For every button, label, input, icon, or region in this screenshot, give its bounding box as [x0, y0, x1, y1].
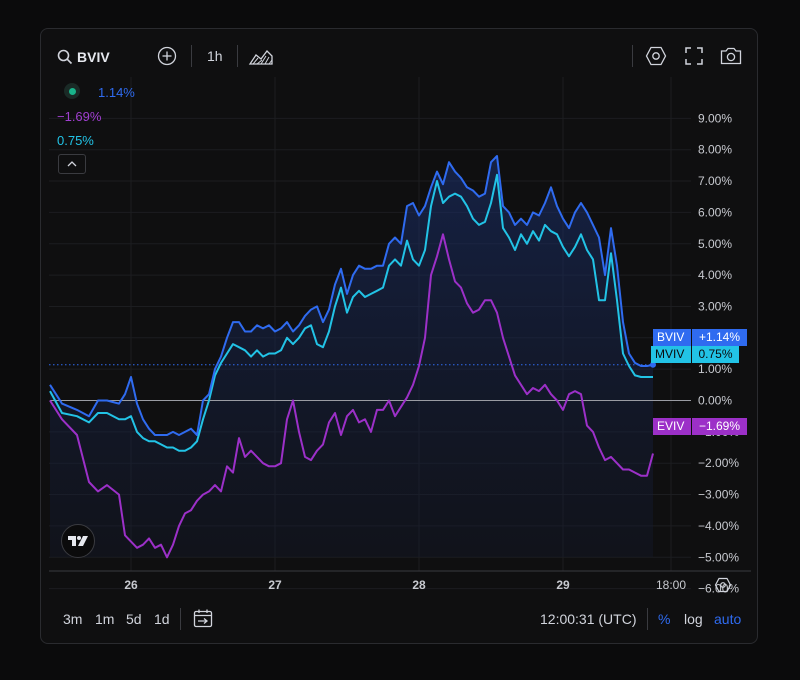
camera-icon	[720, 47, 742, 65]
y-tick-label: −3.00%	[698, 488, 739, 502]
bviv-last-point	[650, 361, 656, 368]
series-lines	[49, 155, 656, 559]
x-tick-label: 26	[124, 578, 138, 592]
y-tick-label: 9.00%	[698, 111, 732, 125]
settings-button[interactable]	[645, 45, 667, 67]
legend-bviv-value: 1.14%	[98, 85, 135, 100]
y-tick-label: 8.00%	[698, 143, 732, 157]
tradingview-logo[interactable]	[61, 524, 95, 558]
calendar-goto-icon	[193, 609, 213, 628]
area-chart-icon	[248, 50, 273, 65]
plus-circle-icon	[157, 46, 177, 66]
fullscreen-button[interactable]	[684, 46, 704, 66]
legend-mviv-value: 0.75%	[57, 133, 94, 148]
x-tick-label: 29	[556, 578, 570, 592]
range-3m-button[interactable]: 3m	[63, 611, 83, 627]
bottom-divider	[647, 608, 648, 630]
screenshot-button[interactable]	[720, 46, 742, 66]
auto-scale-toggle[interactable]: auto	[714, 611, 742, 627]
percent-scale-toggle[interactable]: %	[658, 611, 671, 627]
axis-settings-icon[interactable]	[714, 577, 732, 593]
mviv-tag-name: MVIV	[651, 346, 691, 363]
mviv-tag-value: 0.75%	[692, 346, 739, 363]
gear-icon	[645, 46, 667, 66]
y-tick-label: −6.00%	[698, 582, 739, 596]
area-fill	[50, 156, 653, 557]
chart-style-button[interactable]	[248, 45, 274, 67]
interval-button[interactable]: 1h	[207, 48, 223, 64]
compare-add-button[interactable]	[157, 46, 177, 66]
goto-date-button[interactable]	[193, 608, 213, 628]
y-tick-label: 1.00%	[698, 362, 732, 376]
y-tick-label: 3.00%	[698, 299, 732, 313]
y-tick-label: 6.00%	[698, 205, 732, 219]
legend-status-dot	[64, 83, 80, 99]
range-1d-button[interactable]: 1d	[154, 611, 170, 627]
symbol-label: BVIV	[77, 49, 110, 65]
toolbar-divider	[237, 45, 238, 67]
chart-widget: BVIV 1h 9.00% 8.00% 7.00% 6.00% 5.00% 4.00% 3.…	[40, 28, 758, 644]
toolbar-divider	[191, 45, 192, 67]
legend-eviv-value: −1.69%	[57, 109, 102, 124]
legend-collapse-button[interactable]	[58, 154, 86, 174]
toolbar-divider	[632, 45, 633, 67]
bviv-area	[50, 156, 653, 557]
y-tick-label: −4.00%	[698, 519, 739, 533]
y-tick-label: −2.00%	[698, 456, 739, 470]
range-1m-button[interactable]: 1m	[95, 611, 115, 627]
bviv-line	[49, 155, 654, 436]
x-axis: 26 27 28 29 18:00	[124, 577, 732, 593]
y-tick-label: 4.00%	[698, 268, 732, 282]
chevron-up-icon	[67, 161, 77, 167]
chart-canvas[interactable]: 9.00%8.00%7.00%6.00%5.00%4.00%3.00%2.00%…	[41, 77, 759, 597]
y-tick-label: 0.00%	[698, 394, 732, 408]
mviv-line	[49, 173, 653, 452]
bviv-tag-value: +1.14%	[692, 329, 747, 346]
hexagon-center	[720, 582, 726, 588]
range-5d-button[interactable]: 5d	[126, 611, 142, 627]
y-tick-label: 7.00%	[698, 174, 732, 188]
x-tick-label: 28	[412, 578, 426, 592]
eviv-tag-value: −1.69%	[692, 418, 747, 435]
eviv-tag-name: EVIV	[653, 418, 691, 435]
x-tick-label: 27	[268, 578, 282, 592]
eviv-line	[49, 233, 654, 559]
tv-logo-icon	[68, 536, 88, 546]
y-tick-label: 5.00%	[698, 237, 732, 251]
log-scale-toggle[interactable]: log	[684, 611, 703, 627]
fullscreen-icon	[685, 47, 703, 65]
symbol-search-button[interactable]: BVIV	[57, 47, 110, 67]
utc-clock[interactable]: 12:00:31 (UTC)	[540, 611, 637, 627]
hexagon-shape	[714, 577, 732, 593]
x-tick-label: 18:00	[656, 578, 686, 592]
search-icon	[57, 49, 73, 65]
bviv-tag-name: BVIV	[653, 329, 691, 346]
bottom-divider	[180, 608, 181, 630]
y-tick-label: −5.00%	[698, 550, 739, 564]
